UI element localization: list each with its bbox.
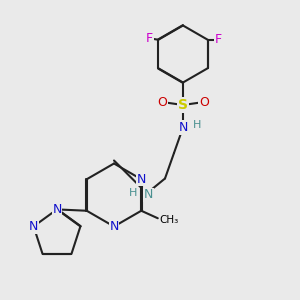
Text: N: N [144, 188, 153, 202]
Text: N: N [136, 173, 146, 186]
Text: N: N [109, 220, 119, 233]
Text: N: N [178, 121, 188, 134]
Text: S: S [178, 98, 188, 112]
Text: F: F [146, 32, 153, 45]
Text: H: H [193, 120, 201, 130]
Text: N: N [29, 220, 38, 233]
Text: F: F [214, 33, 222, 46]
Text: O: O [199, 95, 209, 109]
Text: O: O [157, 95, 167, 109]
Text: H: H [129, 188, 137, 198]
Text: N: N [52, 203, 62, 216]
Text: CH₃: CH₃ [159, 215, 178, 225]
